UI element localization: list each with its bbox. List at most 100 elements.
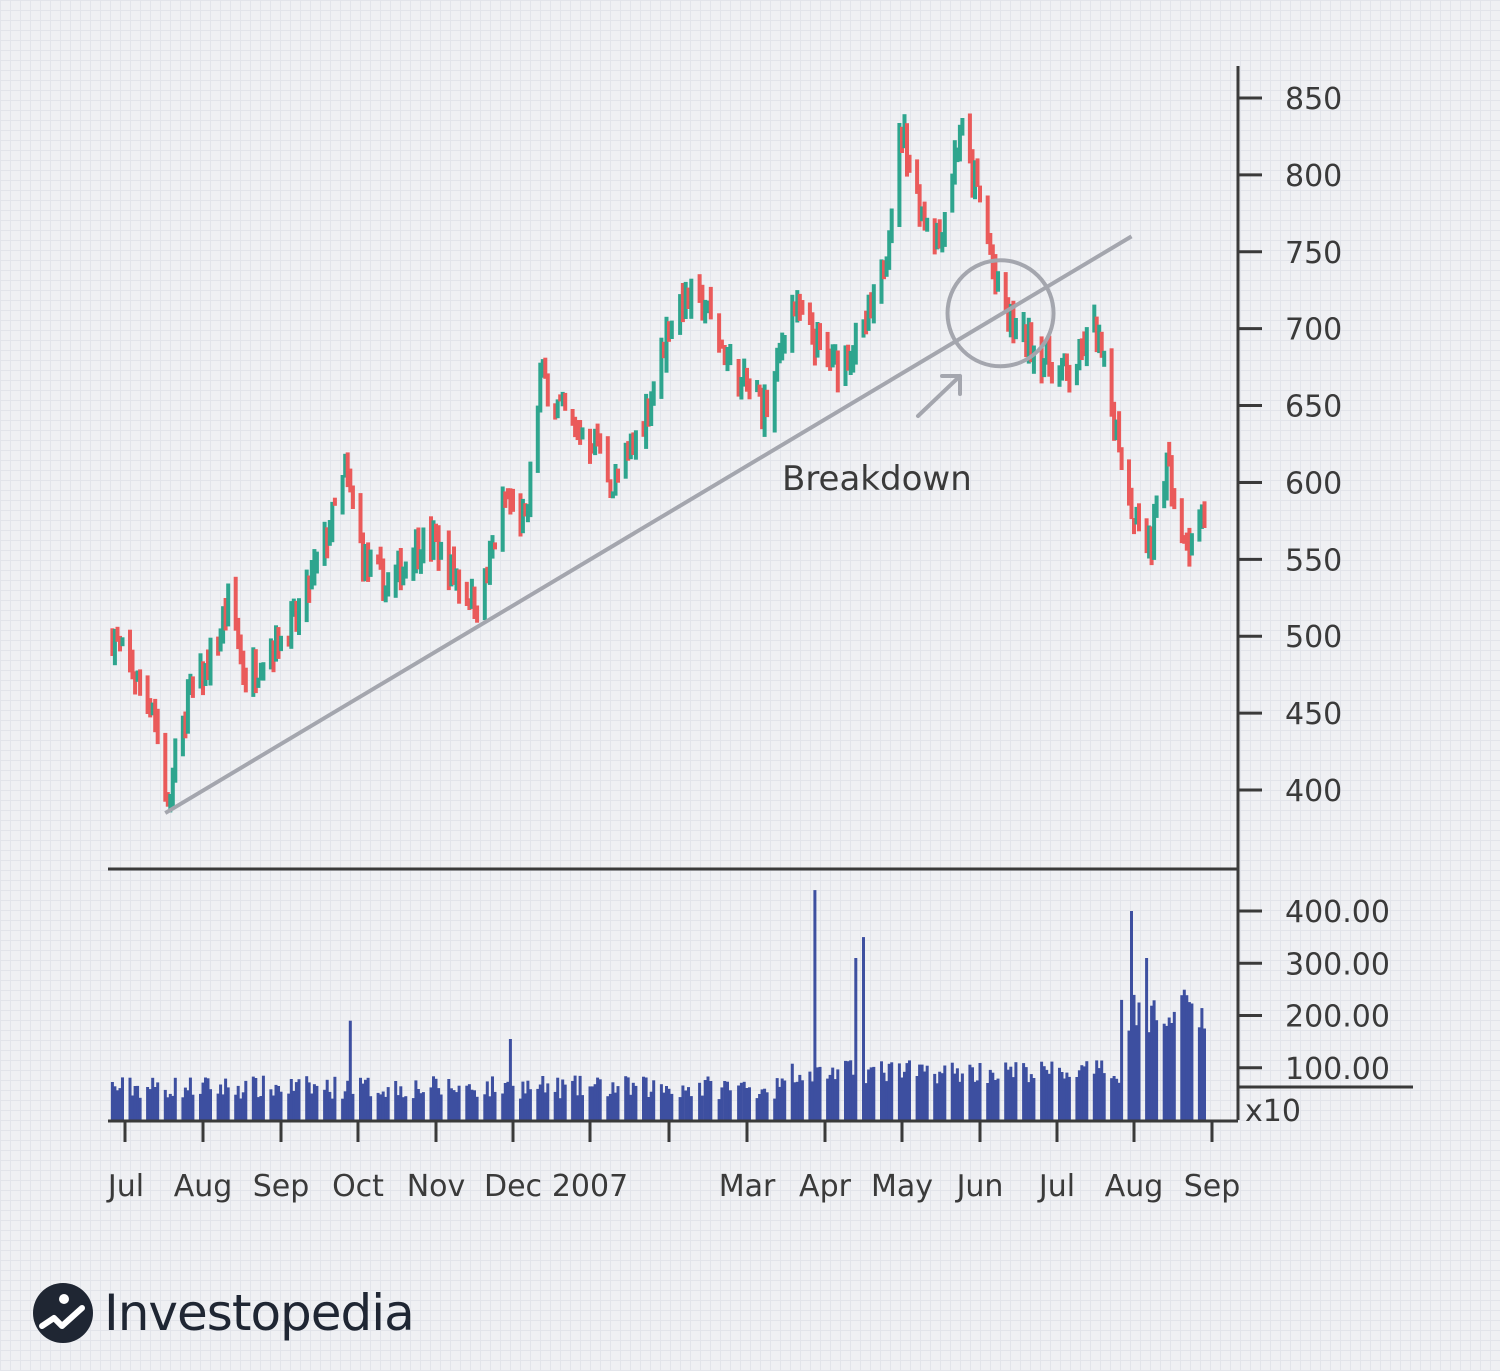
price-candle xyxy=(570,409,575,426)
volume-bar xyxy=(813,890,817,1120)
price-candle xyxy=(593,428,598,456)
price-candle xyxy=(208,637,213,686)
price-candle xyxy=(1094,316,1099,353)
price-candle xyxy=(950,173,955,213)
volume-bar xyxy=(900,1077,904,1120)
volume-bar xyxy=(128,1077,132,1120)
volume-bar xyxy=(163,1089,167,1120)
volume-bar xyxy=(269,1089,273,1120)
volume-bar xyxy=(571,1081,575,1120)
time-tick-label: May xyxy=(871,1169,933,1204)
volume-bar xyxy=(1027,1082,1031,1120)
volume-bar xyxy=(576,1095,580,1120)
volume-bar xyxy=(386,1087,390,1120)
price-tick-label: 500 xyxy=(1285,620,1342,655)
volume-bar xyxy=(1065,1072,1069,1120)
volume-bar xyxy=(905,1063,909,1120)
price-candle xyxy=(588,428,592,464)
price-candle xyxy=(573,416,578,438)
price-candle xyxy=(641,421,646,437)
price-candle xyxy=(490,535,495,559)
price-candle xyxy=(274,625,278,662)
volume-bar xyxy=(131,1095,134,1120)
volume-bar xyxy=(816,1067,819,1120)
price-candle xyxy=(765,389,770,418)
volume-bar xyxy=(681,1085,685,1120)
price-candle xyxy=(464,581,469,606)
price-candle xyxy=(897,123,902,227)
volume-bar xyxy=(670,1093,674,1120)
price-candle xyxy=(1031,345,1036,374)
price-candle xyxy=(649,391,654,426)
time-tick-label: Aug xyxy=(1105,1169,1164,1204)
price-candle xyxy=(830,344,835,368)
price-candle xyxy=(848,350,853,375)
price-candle xyxy=(279,635,283,652)
volume-bar xyxy=(274,1084,278,1120)
volume-bar xyxy=(1200,1008,1204,1120)
price-candle xyxy=(155,708,160,745)
price-candle xyxy=(398,548,403,591)
price-candle xyxy=(543,357,548,379)
volume-bar xyxy=(698,1082,702,1120)
price-candle xyxy=(449,554,454,587)
price-candle xyxy=(745,367,749,392)
price-candle xyxy=(1132,518,1136,535)
volume-bar xyxy=(1162,1023,1166,1120)
volume-bar xyxy=(503,1083,507,1120)
price-candle xyxy=(1197,509,1202,542)
price-candle xyxy=(1127,459,1131,506)
price-candle xyxy=(900,126,904,153)
price-candle xyxy=(1067,364,1072,393)
trendline xyxy=(164,234,1133,815)
price-candle xyxy=(482,568,487,621)
volume-bar xyxy=(204,1077,207,1120)
volume-bar xyxy=(236,1085,240,1120)
price-candle xyxy=(457,569,462,604)
price-candle xyxy=(1112,401,1117,441)
volume-bar xyxy=(1167,1017,1171,1120)
price-tick-label: 550 xyxy=(1285,543,1342,578)
price-candle xyxy=(233,576,238,631)
price-candle xyxy=(487,540,492,585)
price-candle xyxy=(1144,518,1149,554)
price-candle xyxy=(206,649,210,680)
volume-bar xyxy=(351,1093,355,1120)
price-candle xyxy=(1199,504,1204,529)
volume-bar xyxy=(455,1092,458,1120)
price-candle xyxy=(297,598,301,635)
volume-bar xyxy=(343,1091,347,1120)
volume-bar xyxy=(903,1071,906,1120)
price-candle xyxy=(644,393,649,449)
volume-bar xyxy=(915,1076,919,1120)
price-candle xyxy=(907,154,912,173)
price-candle xyxy=(503,491,508,508)
price-candle xyxy=(518,493,523,537)
volume-bar xyxy=(396,1095,400,1120)
price-candle xyxy=(340,475,345,515)
price-candle xyxy=(475,605,480,623)
price-candle xyxy=(631,432,636,455)
volume-bar xyxy=(561,1079,565,1120)
price-candle xyxy=(920,206,925,222)
price-candle xyxy=(871,284,876,324)
price-candle xyxy=(216,636,221,656)
volume-bar xyxy=(596,1077,600,1120)
price-candle xyxy=(307,575,312,603)
volume-bar xyxy=(346,1080,350,1120)
price-candle xyxy=(810,312,815,345)
price-tick-label: 700 xyxy=(1285,313,1342,348)
price-candle xyxy=(608,479,613,498)
price-candle xyxy=(879,259,884,304)
price-candle xyxy=(935,222,940,250)
price-candle xyxy=(226,583,231,627)
volume-bar xyxy=(465,1085,469,1120)
price-candle xyxy=(833,344,838,365)
volume-bar xyxy=(556,1077,560,1120)
volume-bar xyxy=(1097,1068,1101,1120)
price-candle xyxy=(825,331,830,368)
volume-bar xyxy=(631,1082,635,1120)
volume-bar xyxy=(394,1081,398,1120)
volume-bar xyxy=(976,1080,979,1120)
volume-bar xyxy=(880,1061,883,1120)
